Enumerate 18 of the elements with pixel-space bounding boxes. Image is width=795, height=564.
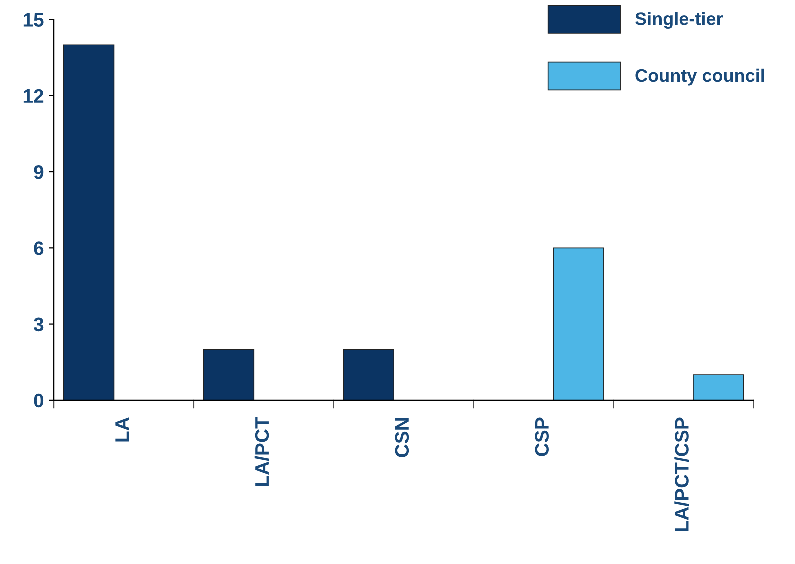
bar (553, 248, 604, 400)
legend-label: Single-tier (636, 12, 724, 30)
x-tick-label: LA/PCT/CSP (674, 418, 690, 532)
x-tick-label: CSP (535, 418, 549, 456)
bar (693, 374, 744, 400)
x-tick-label: CSN (395, 418, 410, 458)
y-tick-label: 6 (34, 242, 44, 256)
y-tick-label: 9 (34, 165, 44, 180)
bar (343, 349, 394, 400)
y-tick-label: 3 (34, 318, 44, 332)
y-tick-label: 0 (34, 394, 44, 408)
y-tick-label: 12 (24, 89, 44, 103)
bar (63, 44, 115, 400)
legend-label: County council (636, 68, 764, 86)
y-tick-label: 15 (24, 13, 44, 27)
bar (203, 349, 255, 400)
x-tick-label: LA (116, 418, 130, 442)
x-tick-label: LA/PCT (254, 417, 270, 486)
